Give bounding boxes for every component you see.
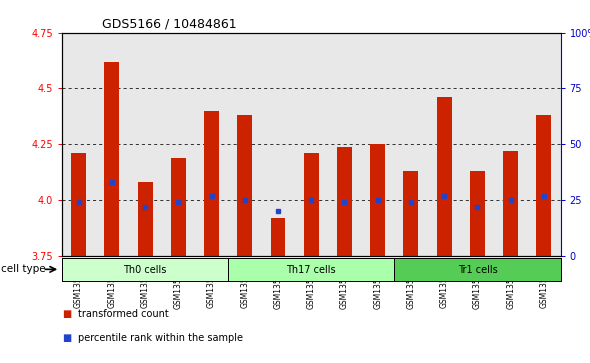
Bar <box>394 258 560 281</box>
Text: transformed count: transformed count <box>78 309 169 319</box>
Bar <box>404 171 418 256</box>
Bar <box>294 33 328 256</box>
Bar <box>461 33 494 256</box>
Bar <box>129 33 162 256</box>
Bar <box>137 182 153 256</box>
Text: ■: ■ <box>62 333 71 343</box>
Text: ■: ■ <box>62 309 71 319</box>
Bar <box>361 33 394 256</box>
Bar <box>62 258 228 281</box>
Bar <box>370 144 385 256</box>
Text: Tr1 cells: Tr1 cells <box>457 265 497 274</box>
Bar <box>62 33 95 256</box>
Bar <box>394 33 428 256</box>
Text: percentile rank within the sample: percentile rank within the sample <box>78 333 244 343</box>
Text: cell type: cell type <box>1 264 45 274</box>
Bar <box>428 33 461 256</box>
Bar <box>162 33 195 256</box>
Bar <box>503 151 518 256</box>
Bar <box>71 153 86 256</box>
Bar <box>228 33 261 256</box>
Bar <box>470 171 485 256</box>
Bar <box>171 158 186 256</box>
Bar <box>237 115 253 256</box>
Bar <box>261 33 294 256</box>
Bar <box>228 258 394 281</box>
Bar <box>304 153 319 256</box>
Bar <box>104 62 119 256</box>
Bar <box>270 218 286 256</box>
Text: Th17 cells: Th17 cells <box>286 265 336 274</box>
Bar <box>337 147 352 256</box>
Text: GDS5166 / 10484861: GDS5166 / 10484861 <box>102 17 237 30</box>
Bar <box>494 33 527 256</box>
Bar <box>527 33 560 256</box>
Bar <box>328 33 361 256</box>
Bar <box>437 97 452 256</box>
Bar <box>204 111 219 256</box>
Text: Th0 cells: Th0 cells <box>123 265 167 274</box>
Bar <box>195 33 228 256</box>
Bar <box>536 115 552 256</box>
Bar <box>95 33 129 256</box>
